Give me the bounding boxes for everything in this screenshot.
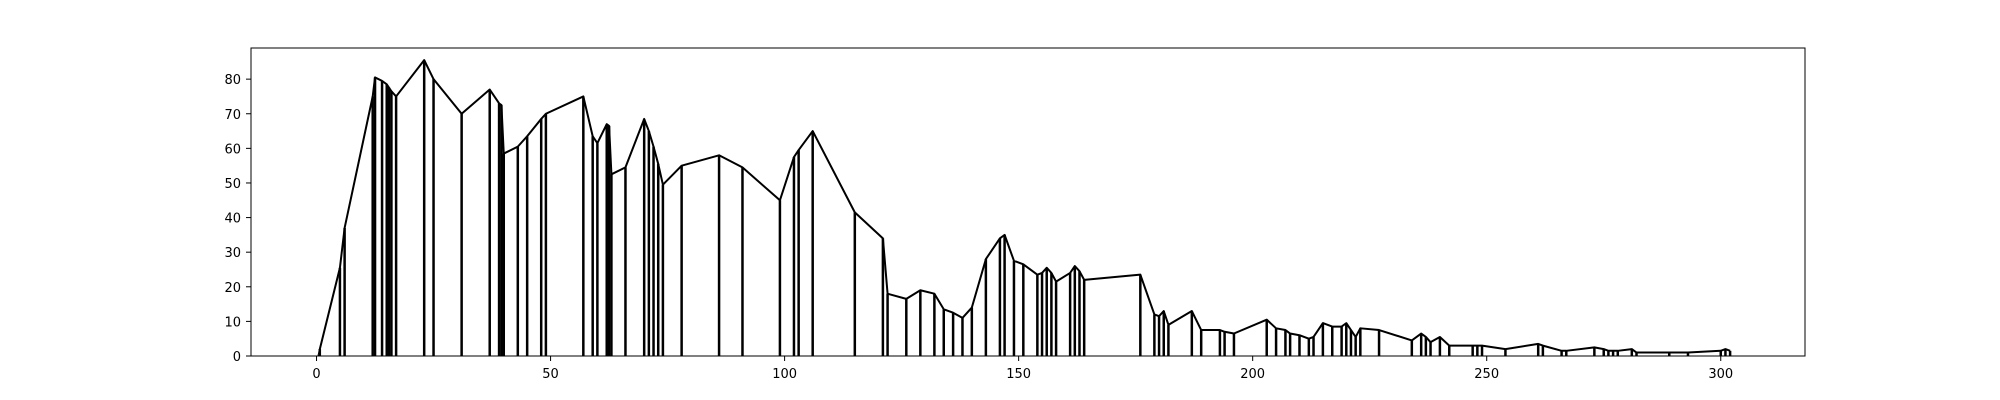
x-tick-label: 50 xyxy=(542,367,559,382)
x-tick-label: 250 xyxy=(1474,367,1499,382)
x-tick-label: 100 xyxy=(772,367,797,382)
y-tick-label: 50 xyxy=(224,177,241,192)
drop-lines xyxy=(317,60,1732,356)
series-line xyxy=(317,59,1731,355)
y-tick-label: 30 xyxy=(224,246,241,261)
y-tick-label: 0 xyxy=(233,350,241,365)
x-tick-label: 0 xyxy=(312,367,320,382)
x-axis: 0 50 100 150 200 250 300 xyxy=(312,356,1733,382)
x-tick-label: 200 xyxy=(1240,367,1265,382)
y-tick-label: 70 xyxy=(224,108,241,123)
x-tick-label: 300 xyxy=(1708,367,1733,382)
y-tick-label: 60 xyxy=(224,142,241,157)
y-tick-label: 20 xyxy=(224,281,241,296)
y-tick-label: 10 xyxy=(224,315,241,330)
y-tick-label: 40 xyxy=(224,212,241,227)
x-tick-label: 150 xyxy=(1006,367,1031,382)
y-axis: 0 10 20 30 40 50 60 70 80 xyxy=(224,73,251,365)
plot-area xyxy=(250,47,1806,357)
y-tick-label: 80 xyxy=(224,73,241,88)
